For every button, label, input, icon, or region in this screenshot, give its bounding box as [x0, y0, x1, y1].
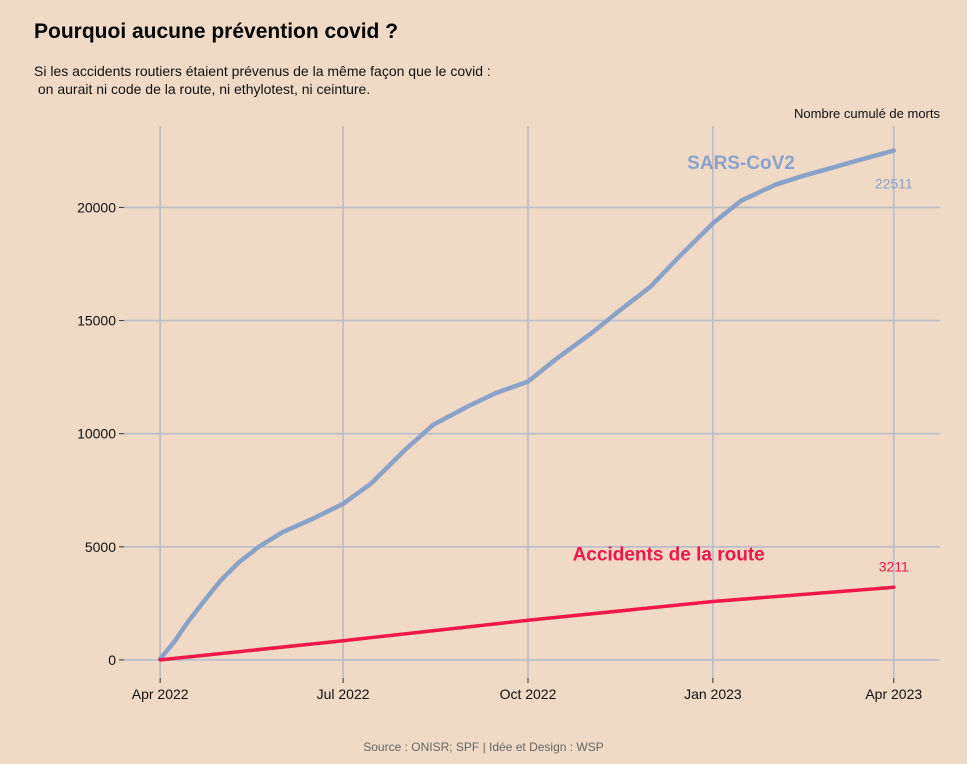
source-caption: Source : ONISR; SPF | Idée et Design : W… [363, 740, 604, 754]
end-value-label-covid: 22511 [875, 176, 913, 192]
x-tick-label: Jan 2023 [684, 686, 742, 702]
x-tick-label: Oct 2022 [500, 686, 557, 702]
x-tick-label: Apr 2022 [132, 686, 189, 702]
y-tick-label: 15000 [77, 313, 116, 329]
y-axis-label: Nombre cumulé de morts [794, 106, 940, 121]
series-line-covid [157, 148, 897, 662]
series-label-road: Accidents de la route [573, 544, 765, 565]
chart-subtitle: Si les accidents routiers étaient préven… [34, 63, 491, 97]
x-tick-label: Apr 2023 [865, 686, 922, 702]
series-label-covid: SARS-CoV2 [687, 153, 795, 174]
chart-title: Pourquoi aucune prévention covid ? [34, 20, 399, 43]
y-tick-label: 20000 [77, 199, 116, 215]
y-tick-label: 5000 [85, 539, 116, 555]
y-tick-label: 0 [108, 652, 116, 668]
y-tick-label: 10000 [77, 426, 116, 442]
end-value-label-road: 3211 [879, 558, 909, 574]
series-line-road [158, 585, 896, 662]
x-tick-label: Jul 2022 [317, 686, 370, 702]
